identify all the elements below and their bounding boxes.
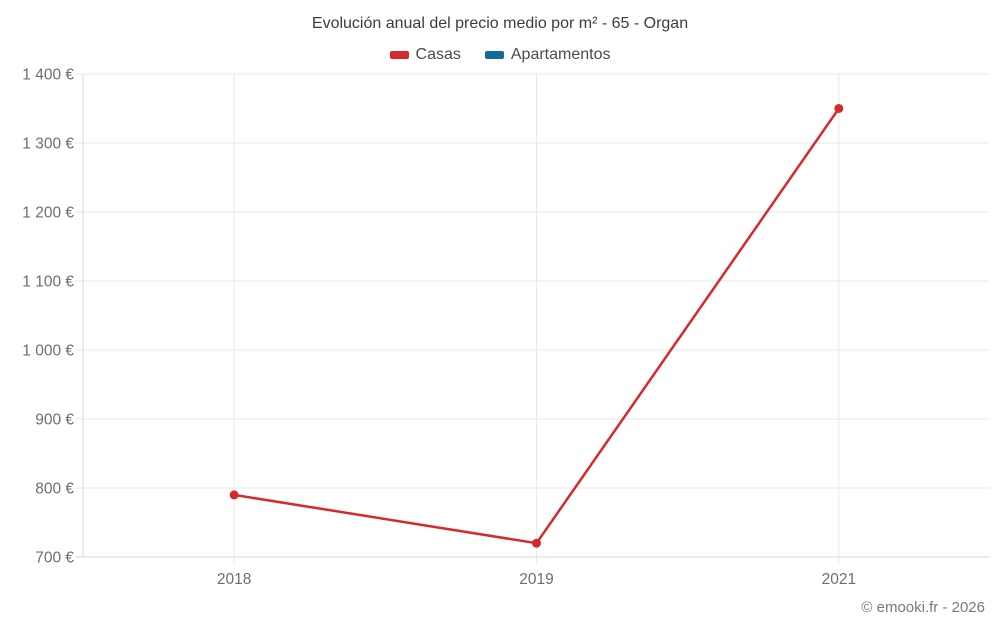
y-tick-label: 700 € xyxy=(35,550,74,567)
copyright-footer: © emooki.fr - 2026 xyxy=(861,599,985,616)
legend-swatch-apartamentos-icon xyxy=(484,51,504,59)
y-tick-label: 1 100 € xyxy=(22,274,74,291)
y-tick-label: 1 200 € xyxy=(22,205,74,222)
chart-title: Evolución anual del precio medio por m² … xyxy=(311,15,689,32)
x-tick-label: 2019 xyxy=(519,571,553,588)
y-tick-label: 1 300 € xyxy=(22,136,74,153)
x-tick-label: 2021 xyxy=(822,571,856,588)
legend-label-apartamentos: Apartamentos xyxy=(510,46,611,63)
data-point[interactable] xyxy=(834,104,844,113)
x-tick-label: 2018 xyxy=(217,571,251,588)
legend-item-casas[interactable]: Casas xyxy=(389,46,461,64)
legend-item-apartamentos[interactable]: Apartamentos xyxy=(484,46,611,64)
legend-label-casas: Casas xyxy=(415,46,461,63)
y-tick-label: 1 400 € xyxy=(22,67,74,84)
y-tick-label: 900 € xyxy=(35,412,74,429)
chart-legend: Casas Apartamentos xyxy=(0,46,1000,64)
legend-swatch-casas-icon xyxy=(389,51,409,59)
data-point[interactable] xyxy=(532,538,541,548)
data-point[interactable] xyxy=(229,490,239,500)
y-tick-label: 1 000 € xyxy=(22,343,74,360)
y-tick-label: 800 € xyxy=(35,481,74,498)
